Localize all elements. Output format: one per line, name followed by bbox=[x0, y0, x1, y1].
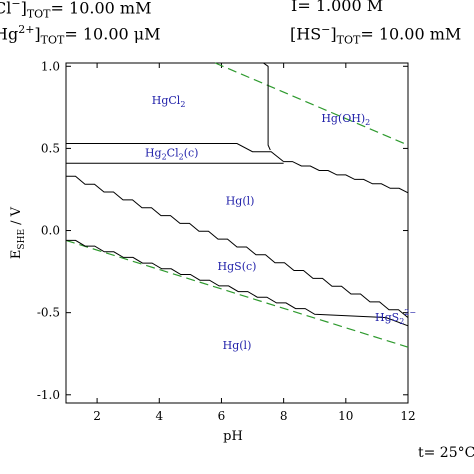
hs-bracket: ] bbox=[330, 24, 337, 44]
header-hs-total: [HS−]TOT= 10.00 mM bbox=[290, 24, 461, 46]
phase-boundary-line bbox=[263, 62, 271, 151]
x-tick-label: 12 bbox=[400, 409, 415, 423]
region-label: Hg(OH)2 bbox=[321, 112, 370, 127]
hs-label: [HS bbox=[290, 24, 322, 44]
region-label: Hg(l) bbox=[226, 194, 255, 207]
region-label: Hg2Cl2(c) bbox=[145, 147, 199, 162]
region-label: HgCl2 bbox=[152, 94, 186, 109]
x-tick-label: 6 bbox=[218, 409, 226, 423]
ionic-strength-value: I= 1.000 M bbox=[291, 0, 384, 15]
hg-charge: 2+ bbox=[18, 23, 35, 36]
header-ionic-strength: I= 1.000 M bbox=[291, 0, 383, 14]
x-tick-label: 2 bbox=[93, 409, 101, 423]
cl-charge: − bbox=[11, 0, 21, 10]
y-tick-label: 1.0 bbox=[41, 59, 60, 73]
y-tick-label: -0.5 bbox=[37, 306, 60, 320]
cl-value: = 10.00 mM bbox=[50, 0, 152, 18]
header-cl-total: Cl−]TOT= 10.00 mM bbox=[0, 0, 151, 20]
hg-value: = 10.00 μM bbox=[64, 24, 161, 44]
y-tick-label: 0.5 bbox=[41, 141, 60, 155]
x-tick-label: 4 bbox=[155, 409, 163, 423]
temperature-label: t= 25°C bbox=[418, 446, 474, 460]
phase-boundary-line bbox=[66, 239, 409, 327]
y-tick-label: -1.0 bbox=[37, 388, 60, 402]
phase-boundary-line bbox=[66, 143, 284, 162]
y-tick-label: 0.0 bbox=[41, 224, 60, 238]
water-stability-line bbox=[214, 62, 409, 146]
region-labels: HgCl2 Hg(OH)2 Hg2Cl2(c) Hg(l) HgS(c) HgS22− Hg… bbox=[145, 94, 416, 352]
phase-boundary-line bbox=[66, 175, 409, 318]
hs-charge: − bbox=[321, 23, 331, 36]
hg-label: Hg bbox=[0, 24, 19, 44]
region-label: HgS(c) bbox=[218, 260, 257, 273]
phase-boundary-line bbox=[283, 161, 409, 194]
hs-value: = 10.00 mM bbox=[360, 24, 462, 44]
x-axis-label: pH bbox=[223, 429, 243, 444]
cl-bracket: ] bbox=[20, 0, 27, 18]
hg-bracket: ] bbox=[34, 24, 41, 44]
water-stability-line bbox=[65, 239, 409, 348]
boundary-lines bbox=[65, 62, 409, 348]
region-label: Hg(l) bbox=[223, 339, 252, 352]
temperature-value: t= 25°C bbox=[418, 445, 474, 461]
hs-tot: TOT bbox=[336, 33, 361, 47]
x-tick-label: 8 bbox=[280, 409, 288, 423]
axis-ticks: 2 4 6 8 10 12 -1.0 -0.5 0.0 0.5 1.0 bbox=[37, 59, 416, 423]
region-label: HgS22− bbox=[375, 308, 416, 326]
cl-label: Cl bbox=[0, 0, 12, 18]
hg-tot: TOT bbox=[40, 33, 65, 47]
x-tick-label: 10 bbox=[338, 409, 353, 423]
y-axis-label: ESHE / V bbox=[9, 206, 27, 259]
cl-tot: TOT bbox=[26, 7, 51, 21]
plot-frame bbox=[65, 62, 409, 404]
header-hg-total: Hg2+]TOT= 10.00 μM bbox=[0, 24, 161, 46]
